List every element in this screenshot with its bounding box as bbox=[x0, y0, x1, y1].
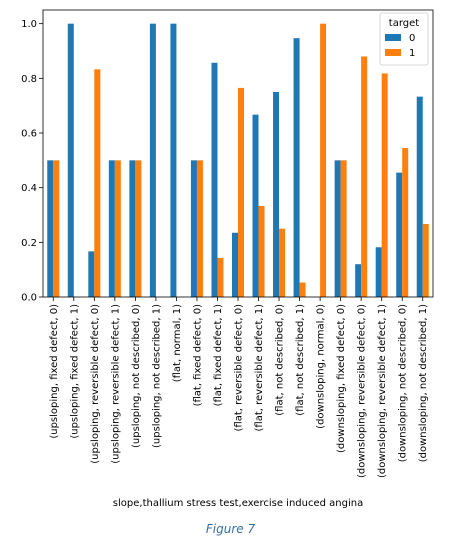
x-tick-label: (upsloping, reversible defect, 0) bbox=[90, 304, 101, 464]
bar-series-1-12 bbox=[299, 282, 306, 297]
y-axis: 0.0 0.2 0.4 0.6 0.8 1.0 bbox=[21, 19, 43, 304]
bar-series-0-18 bbox=[416, 96, 423, 297]
legend-label-1: 1 bbox=[409, 48, 415, 59]
bar-series-1-2 bbox=[94, 69, 101, 298]
bar-series-0-0 bbox=[47, 160, 54, 297]
legend: target 0 1 bbox=[379, 12, 429, 66]
bar-series-0-3 bbox=[108, 160, 115, 297]
x-tick-label: (flat, fixed defect, 1) bbox=[213, 304, 224, 407]
y-tick-label: 0.6 bbox=[21, 129, 37, 140]
bar-series-0-16 bbox=[375, 247, 382, 297]
bar-series-0-11 bbox=[273, 92, 280, 297]
y-tick-label: 0.8 bbox=[21, 74, 37, 85]
bar-series-1-14 bbox=[340, 160, 347, 297]
bar-series-0-17 bbox=[396, 172, 403, 297]
y-tick-label: 0.4 bbox=[21, 183, 37, 194]
x-tick-label: (downsloping, not described, 0) bbox=[398, 304, 409, 462]
bar-series-0-6 bbox=[170, 23, 177, 298]
bar-series-0-1 bbox=[67, 23, 74, 298]
x-tick-label: (upsloping, fixed defect, 0) bbox=[49, 304, 60, 439]
y-tick-label: 0.2 bbox=[21, 238, 37, 249]
bar-series-0-4 bbox=[129, 160, 136, 297]
bar-series-1-10 bbox=[258, 205, 265, 297]
x-tick-label: (flat, reversible defect, 0) bbox=[234, 304, 245, 432]
legend-title: target bbox=[389, 18, 419, 29]
x-tick-label: (downsloping, not described, 1) bbox=[418, 304, 429, 462]
bar-series-0-15 bbox=[355, 264, 362, 297]
bar-series-1-13 bbox=[320, 23, 327, 298]
bar-series-1-11 bbox=[279, 228, 286, 297]
x-tick-label: (downsloping, reversible defect, 0) bbox=[357, 304, 368, 478]
bar-series-1-8 bbox=[217, 257, 224, 297]
y-tick-label: 1.0 bbox=[21, 19, 37, 30]
bar-series-0-7 bbox=[190, 160, 197, 297]
bar-series-1-0 bbox=[53, 160, 60, 297]
bar-series-1-9 bbox=[238, 87, 244, 298]
bar-series-1-7 bbox=[196, 160, 203, 297]
x-tick-label: (downsloping, fixed defect, 0) bbox=[336, 304, 347, 453]
x-tick-label: (upsloping, not described, 1) bbox=[151, 304, 162, 448]
x-tick-label: (upsloping, not described, 0) bbox=[131, 304, 142, 448]
x-tick-label: (flat, normal, 1) bbox=[172, 304, 183, 382]
bar-series-1-3 bbox=[114, 160, 121, 297]
x-tick-label: (flat, reversible defect, 1) bbox=[254, 304, 265, 432]
bar-series-1-17 bbox=[402, 148, 409, 297]
bar-series-0-14 bbox=[334, 160, 341, 297]
figure-caption: Figure 7 bbox=[205, 522, 256, 536]
legend-swatch-0 bbox=[385, 34, 401, 41]
bar-series-0-12 bbox=[293, 38, 300, 298]
x-tick-label: (flat, not described, 0) bbox=[275, 304, 286, 416]
legend-label-0: 0 bbox=[409, 33, 415, 44]
bar-series-1-15 bbox=[361, 56, 368, 297]
x-axis-label: slope,thallium stress test,exercise indu… bbox=[113, 498, 363, 509]
bar-series-1-4 bbox=[135, 160, 142, 297]
x-tick-label: (upsloping, fixed defect, 1) bbox=[69, 304, 80, 439]
bar-series-0-10 bbox=[252, 114, 259, 297]
bar-series-0-2 bbox=[88, 251, 95, 297]
bar-series-0-8 bbox=[211, 62, 218, 298]
x-tick-label: (upsloping, reversible defect, 1) bbox=[110, 304, 121, 464]
y-tick-label: 0.0 bbox=[21, 293, 37, 304]
bar-series-0-9 bbox=[232, 232, 238, 297]
x-axis: (upsloping, fixed defect, 0) (upsloping, … bbox=[49, 297, 429, 478]
legend-swatch-1 bbox=[385, 49, 401, 56]
bar-series-1-18 bbox=[422, 224, 429, 297]
x-tick-label: (flat, fixed defect, 0) bbox=[192, 304, 203, 407]
x-tick-label: (flat, not described, 1) bbox=[295, 304, 306, 416]
bar-series-1-16 bbox=[381, 73, 388, 297]
bars-group bbox=[47, 23, 429, 298]
x-tick-label: (downsloping, reversible defect, 1) bbox=[377, 304, 388, 478]
bar-series-0-5 bbox=[149, 23, 156, 298]
x-tick-label: (downsloping, normal, 0) bbox=[316, 304, 327, 429]
